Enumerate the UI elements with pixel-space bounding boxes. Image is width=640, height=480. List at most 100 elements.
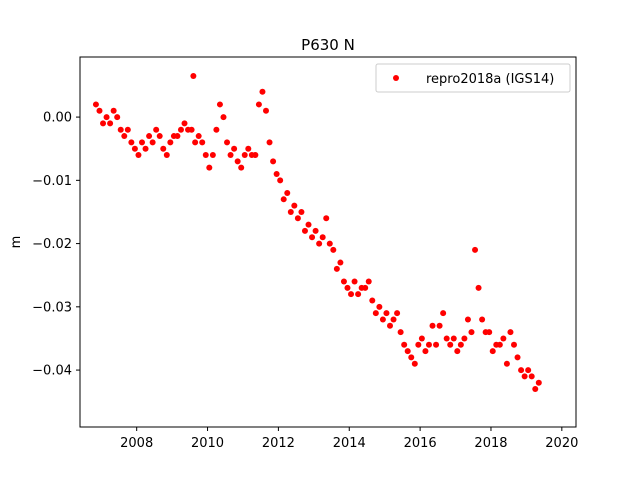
data-point bbox=[153, 126, 160, 133]
y-tick-label: 0.00 bbox=[43, 111, 72, 126]
data-point bbox=[263, 107, 269, 114]
data-point bbox=[511, 341, 517, 348]
legend-box bbox=[375, 63, 571, 93]
data-point bbox=[259, 88, 266, 95]
data-point bbox=[447, 341, 454, 348]
data-point bbox=[298, 208, 305, 215]
data-point bbox=[100, 120, 107, 127]
data-point bbox=[404, 348, 411, 355]
data-point bbox=[319, 234, 326, 241]
legend-marker bbox=[393, 75, 399, 81]
data-point bbox=[234, 158, 241, 165]
data-point bbox=[479, 316, 486, 323]
y-tick-label: −0.04 bbox=[32, 364, 72, 379]
data-point bbox=[514, 354, 521, 361]
data-point bbox=[316, 240, 323, 247]
data-point bbox=[425, 341, 432, 348]
x-axis: 2008 2010 2012 2014 2016 2018 2020 bbox=[120, 427, 578, 451]
data-point bbox=[454, 348, 461, 355]
data-point bbox=[472, 246, 479, 253]
data-point bbox=[146, 133, 153, 140]
legend: repro2018a (IGS14) bbox=[375, 63, 571, 93]
data-point bbox=[124, 126, 131, 133]
data-point bbox=[252, 152, 259, 159]
data-point bbox=[532, 386, 539, 393]
x-tick-label: 2016 bbox=[404, 436, 437, 451]
data-point bbox=[333, 265, 340, 272]
data-point bbox=[139, 139, 145, 146]
data-point bbox=[209, 152, 216, 159]
data-point bbox=[323, 215, 330, 222]
data-point bbox=[270, 158, 277, 165]
data-point bbox=[284, 189, 291, 196]
data-point bbox=[525, 367, 532, 374]
data-point bbox=[464, 316, 471, 323]
data-point bbox=[337, 259, 344, 266]
data-point bbox=[149, 139, 156, 146]
data-point bbox=[436, 322, 443, 329]
plot-points bbox=[92, 72, 542, 393]
data-point bbox=[390, 316, 397, 323]
data-point bbox=[227, 152, 234, 159]
data-point bbox=[433, 341, 440, 348]
data-point bbox=[190, 72, 197, 79]
data-point bbox=[489, 348, 496, 355]
data-point bbox=[287, 208, 294, 215]
data-point bbox=[142, 145, 149, 152]
data-point bbox=[277, 177, 284, 184]
data-point bbox=[351, 278, 358, 285]
data-point bbox=[174, 133, 181, 140]
data-point bbox=[291, 202, 298, 209]
data-point bbox=[305, 221, 312, 228]
data-point bbox=[372, 310, 379, 317]
data-point bbox=[394, 310, 401, 317]
data-point bbox=[461, 335, 468, 342]
data-point bbox=[496, 341, 503, 348]
data-point bbox=[443, 335, 450, 342]
data-point bbox=[202, 152, 209, 159]
y-tick-label: −0.03 bbox=[32, 300, 72, 315]
data-point bbox=[121, 133, 128, 140]
data-point bbox=[528, 373, 535, 380]
data-point bbox=[273, 171, 280, 178]
x-tick-label: 2018 bbox=[474, 436, 507, 451]
data-point bbox=[294, 215, 301, 222]
data-point bbox=[195, 133, 202, 140]
y-tick-label: −0.02 bbox=[32, 237, 72, 252]
data-point bbox=[411, 360, 418, 367]
x-tick-label: 2014 bbox=[333, 436, 366, 451]
data-point bbox=[457, 341, 464, 348]
data-point bbox=[206, 164, 213, 171]
data-point bbox=[107, 120, 114, 127]
data-point bbox=[280, 196, 287, 203]
data-point bbox=[255, 101, 262, 108]
data-point bbox=[326, 240, 333, 247]
data-point bbox=[507, 329, 514, 336]
data-point bbox=[521, 373, 528, 380]
data-point bbox=[422, 348, 429, 355]
data-point bbox=[192, 139, 199, 146]
data-point bbox=[114, 114, 121, 121]
data-point bbox=[213, 126, 220, 133]
data-point bbox=[340, 278, 347, 285]
data-point bbox=[475, 284, 482, 291]
x-tick-label: 2010 bbox=[191, 436, 224, 451]
data-point bbox=[110, 107, 117, 114]
data-point bbox=[344, 284, 351, 291]
data-point bbox=[503, 360, 510, 367]
data-point bbox=[156, 133, 163, 140]
data-point bbox=[177, 126, 184, 133]
y-axis: 0.00 −0.01 −0.02 −0.03 −0.04 bbox=[32, 111, 80, 379]
data-point bbox=[468, 329, 475, 336]
data-point bbox=[518, 367, 525, 374]
data-point bbox=[387, 322, 393, 329]
data-point bbox=[355, 291, 362, 298]
data-point bbox=[231, 145, 238, 152]
data-point bbox=[383, 310, 390, 317]
data-point bbox=[401, 341, 408, 348]
data-point bbox=[348, 291, 355, 298]
data-point bbox=[160, 145, 167, 152]
data-point bbox=[486, 329, 493, 336]
data-point bbox=[330, 246, 337, 253]
